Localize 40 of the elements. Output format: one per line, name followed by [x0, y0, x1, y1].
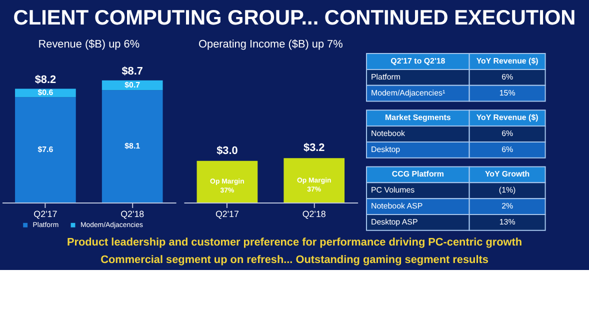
text: 15%: [499, 88, 516, 98]
data-label: $7.6: [38, 144, 54, 154]
text: 6%: [502, 144, 514, 154]
text: 6%: [502, 128, 514, 138]
text: (1%): [498, 186, 516, 195]
x-tick-label: Q2'17: [34, 208, 58, 219]
text: YoY Revenue ($): [476, 113, 539, 122]
chart-title: Operating Income ($B) up 7%: [198, 38, 344, 51]
text: Notebook ASP: [370, 202, 423, 210]
text: Modem/Adjacencies¹: [370, 88, 446, 98]
data-label: $0.6: [38, 88, 54, 97]
bar: [102, 90, 163, 203]
text: Desktop ASP: [370, 217, 418, 226]
chart-title: Revenue ($B) up 6%: [38, 38, 140, 51]
text: 2%: [502, 202, 514, 210]
data-label: $3.2: [304, 142, 325, 154]
total-label: $8.7: [122, 65, 143, 78]
text: CCG Platform: [392, 170, 444, 179]
data-label: $8.1: [124, 141, 141, 150]
text: Desktop: [370, 144, 401, 154]
bar: [15, 97, 76, 203]
text: Product leadership and customer preference for performance driving PC-centric growth: [66, 236, 522, 248]
text: YoY Growth: [484, 170, 530, 179]
text: 13%: [499, 217, 516, 226]
text: Market Segments: [385, 113, 452, 122]
text: Notebook: [370, 128, 405, 138]
x-tick-label: Q2'17: [215, 208, 240, 219]
data-label: $0.7: [124, 80, 141, 90]
data-label: $3.0: [216, 144, 238, 157]
text: 6%: [502, 72, 514, 82]
text: Q2'17 to Q2'18: [390, 56, 446, 66]
text: Commercial segment up on refresh... Outstanding gaming segment results: [100, 254, 488, 266]
x-tick-label: Q2'18: [120, 208, 144, 219]
text: CLIENT COMPUTING GROUP... CONTINUED EXECUTION: [13, 6, 576, 30]
text: YoY Revenue ($): [476, 56, 539, 66]
text: PC Volumes: [370, 186, 415, 195]
x-tick-label: Q2'18: [302, 208, 326, 219]
total-label: $8.2: [34, 74, 56, 86]
bar: [15, 88, 76, 98]
text: Platform: [370, 72, 401, 82]
